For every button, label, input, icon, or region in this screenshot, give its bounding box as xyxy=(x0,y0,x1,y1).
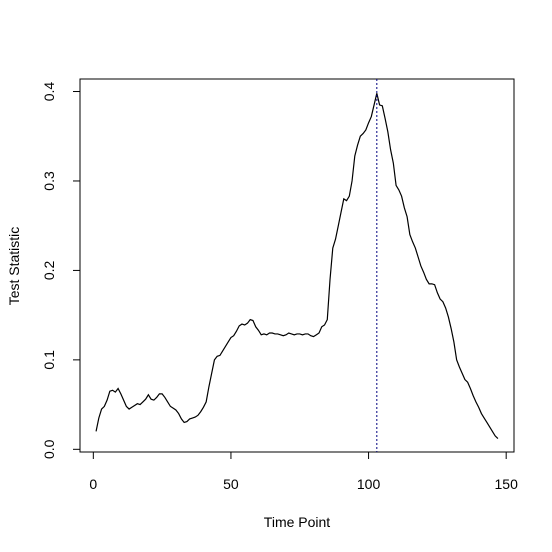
y-tick-label: 0.2 xyxy=(41,260,57,280)
plot-box xyxy=(79,78,515,453)
y-axis-label: Test Statistic xyxy=(6,227,22,306)
y-tick-label: 0.3 xyxy=(41,171,57,191)
data-line xyxy=(95,93,499,440)
x-axis-label: Time Point xyxy=(264,514,331,530)
y-tick-label: 0.4 xyxy=(41,82,57,102)
x-tick-label: 50 xyxy=(223,476,239,492)
x-tick-label: 150 xyxy=(495,476,519,492)
y-tick-label: 0.0 xyxy=(41,439,57,459)
y-tick-label: 0.1 xyxy=(41,350,57,370)
x-tick-label: 0 xyxy=(89,476,97,492)
x-tick-label: 100 xyxy=(357,476,381,492)
